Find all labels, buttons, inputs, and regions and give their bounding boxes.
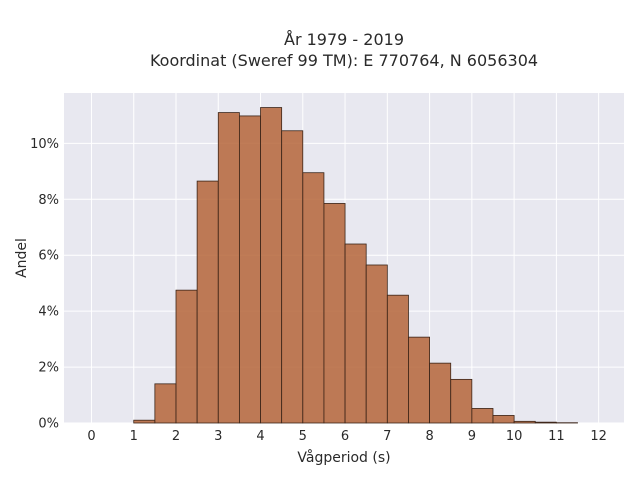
x-tick-labels: 0 1 2 3 4 5 6 7 8 9 10 11 12 <box>87 429 607 444</box>
histogram-bar <box>281 130 304 424</box>
x-tick-label: 2 <box>172 429 180 444</box>
histogram-bar <box>175 289 198 424</box>
histogram-bar <box>154 383 177 424</box>
x-tick-label: 1 <box>130 429 138 444</box>
histogram-bar <box>513 420 536 424</box>
x-tick-label: 4 <box>256 429 264 444</box>
x-tick-label: 0 <box>87 429 95 444</box>
y-tick-label: 0% <box>38 417 59 432</box>
histogram-bar <box>302 172 325 424</box>
x-tick-label: 9 <box>468 429 476 444</box>
x-tick-label: 5 <box>299 429 307 444</box>
histogram-bar <box>365 264 388 424</box>
histogram-bar <box>344 243 367 424</box>
y-tick-label: 10% <box>30 137 59 152</box>
histogram-bar <box>450 378 473 424</box>
histogram-bar <box>238 115 261 424</box>
y-axis-title: Andel <box>14 238 30 278</box>
histogram-bar <box>386 294 409 424</box>
histogram-bar <box>429 362 452 424</box>
x-tick-label: 6 <box>341 429 349 444</box>
histogram-bar <box>471 408 494 424</box>
x-tick-label: 11 <box>548 429 565 444</box>
y-tick-labels: 0% 2% 4% 6% 8% 10% <box>30 137 59 432</box>
histogram-bars <box>133 107 578 424</box>
x-tick-label: 3 <box>214 429 222 444</box>
x-tick-label: 10 <box>506 429 523 444</box>
histogram-bar <box>196 180 219 424</box>
x-axis-title: Vågperiod (s) <box>297 449 390 466</box>
y-tick-label: 4% <box>38 305 59 320</box>
histogram-bar <box>133 419 156 424</box>
x-tick-label: 8 <box>425 429 433 444</box>
histogram-bar <box>408 336 430 424</box>
chart-title: År 1979 - 2019 Koordinat (Sweref 99 TM):… <box>150 30 538 70</box>
histogram-bar <box>217 112 240 424</box>
histogram-bar <box>260 107 283 424</box>
histogram-bar <box>492 415 515 424</box>
title-line-2: Koordinat (Sweref 99 TM): E 770764, N 60… <box>150 51 538 70</box>
histogram-bar <box>534 421 557 424</box>
title-line-1: År 1979 - 2019 <box>284 30 404 49</box>
x-tick-label: 12 <box>590 429 607 444</box>
y-tick-label: 2% <box>38 361 59 376</box>
x-tick-label: 7 <box>383 429 391 444</box>
histogram-bar <box>323 203 346 424</box>
y-tick-label: 6% <box>38 249 59 264</box>
y-tick-label: 8% <box>38 193 59 208</box>
